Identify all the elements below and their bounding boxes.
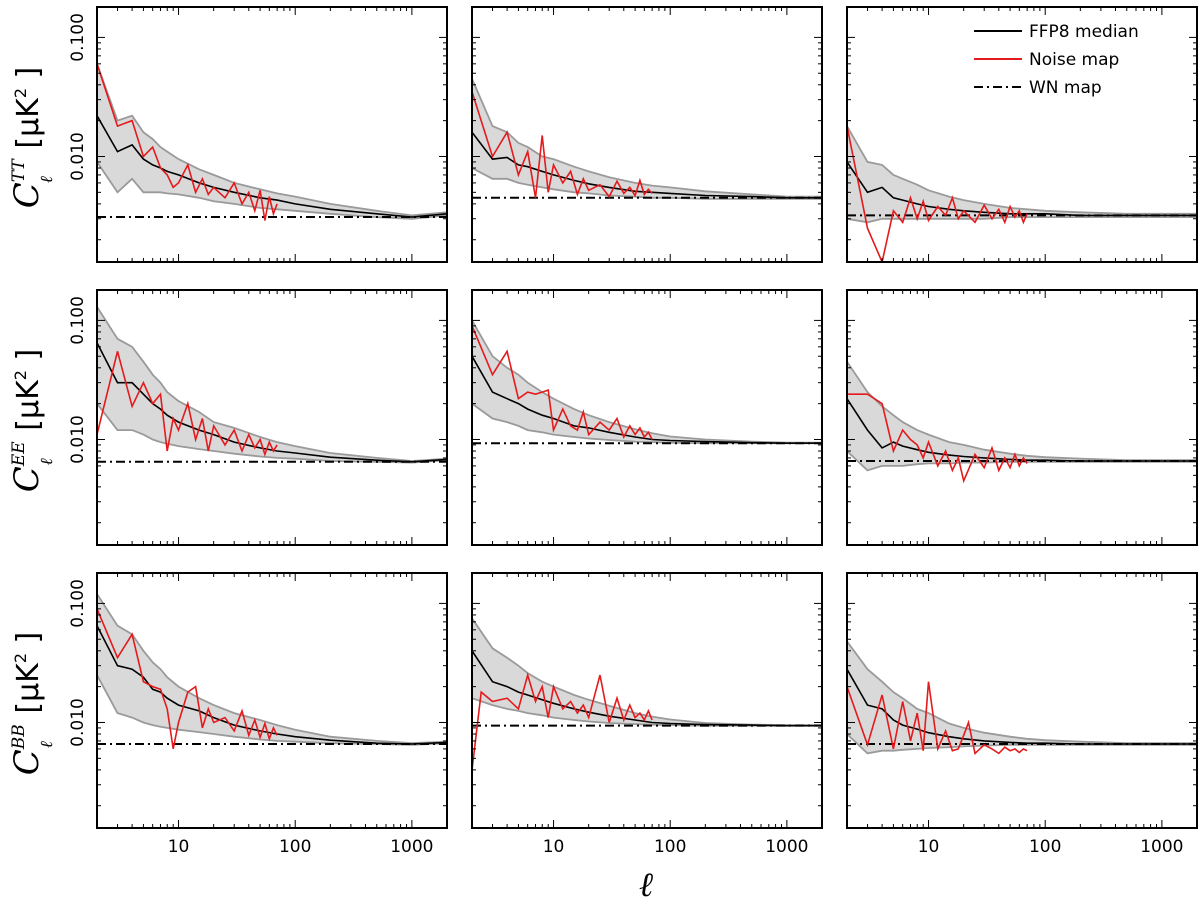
y-tick-label: 0.100	[68, 579, 88, 628]
noise-map-line	[847, 393, 1028, 484]
band-lower-edge	[472, 167, 822, 200]
panel-1-1: 0.010 0.100	[68, 6, 448, 263]
y-tick-label: 0.100	[68, 13, 88, 62]
panel-2-2	[471, 289, 823, 546]
legend-label: Noise map	[1029, 50, 1119, 70]
plot-area	[472, 617, 822, 770]
noise-map-line	[847, 681, 1028, 755]
x-tick-label: 10	[918, 837, 940, 857]
panel-3-1: 10 100 1000 0.010 0.100	[68, 572, 448, 857]
ffp8-median-line	[472, 650, 822, 727]
plot-area	[472, 78, 822, 200]
plot-area	[847, 125, 1197, 262]
band-upper-edge	[472, 78, 822, 198]
y-axis-label-row-2: CEE ℓ [μK2 ]	[7, 349, 57, 492]
band-upper-edge	[97, 306, 447, 462]
y-tick-label: 0.010	[68, 132, 88, 181]
ffp8-median-line	[472, 355, 822, 445]
y-tick-label: 0.100	[68, 296, 88, 345]
panel-3-2: 10 100 1000	[471, 572, 823, 857]
y-axis-label-text: CBB ℓ [μK2 ]	[7, 632, 57, 776]
spread-band	[847, 361, 1197, 471]
plot-area	[472, 319, 822, 445]
panel-2-3	[846, 289, 1198, 546]
ffp8-median-line	[847, 668, 1197, 745]
band-upper-edge	[847, 125, 1197, 215]
legend: FFP8 median Noise map WN map	[974, 22, 1139, 98]
x-tick-label: 100	[1029, 837, 1061, 857]
spread-band	[97, 306, 447, 463]
axes-frame	[471, 6, 823, 263]
panel-1-2	[471, 6, 823, 263]
spread-band	[847, 641, 1197, 754]
axes-frame	[471, 289, 823, 546]
band-upper-edge	[97, 593, 447, 745]
y-tick-label: 0.010	[68, 698, 88, 747]
noise-map-line	[472, 91, 653, 199]
ffp8-median-line	[97, 115, 447, 218]
x-tick-label: 1000	[765, 837, 808, 857]
noise-map-line	[97, 63, 278, 221]
spread-band	[97, 594, 447, 745]
x-axis-label: ℓ	[639, 865, 653, 905]
band-lower-edge	[97, 161, 447, 220]
axes-frame	[471, 572, 823, 829]
band-lower-edge	[847, 216, 1197, 224]
noise-map-line	[472, 672, 653, 770]
plot-area	[97, 593, 447, 750]
y-axis-label-row-1: CTT ℓ [μK2 ]	[7, 67, 57, 209]
y-tick-label: 0.010	[68, 415, 88, 464]
x-tick-label: 1000	[1140, 837, 1183, 857]
ffp8-median-line	[97, 342, 447, 463]
plot-area	[97, 306, 447, 464]
panel-3-3: 10 100 1000	[846, 572, 1198, 857]
band-upper-edge	[97, 63, 447, 217]
spread-band	[472, 78, 822, 199]
legend-label: FFP8 median	[1029, 22, 1139, 42]
axes-frame	[846, 572, 1198, 829]
legend-label: WN map	[1029, 78, 1102, 98]
x-tick-label: 10	[543, 837, 565, 857]
plot-area	[847, 361, 1197, 484]
panel-1-3: FFP8 median Noise map WN map	[846, 6, 1198, 263]
spread-band	[97, 63, 447, 219]
x-tick-label: 100	[654, 837, 686, 857]
band-upper-edge	[472, 617, 822, 726]
axes-frame	[96, 572, 448, 829]
axes-frame	[846, 289, 1198, 546]
spread-band	[847, 126, 1197, 223]
band-upper-edge	[847, 361, 1197, 462]
noise-map-line	[472, 325, 653, 440]
panel-2-1: 0.010 0.100	[68, 289, 448, 546]
row-labels: CTT ℓ [μK2 ] CEE ℓ [μK2 ] CBB ℓ [μK2 ]	[7, 67, 57, 776]
noise-map-line	[97, 608, 278, 750]
plot-area	[847, 640, 1197, 755]
spread-band	[472, 320, 822, 444]
spread-band	[472, 618, 822, 726]
axes-frame	[96, 289, 448, 546]
x-tick-label: 10	[168, 837, 190, 857]
x-tick-label: 100	[279, 837, 311, 857]
axes-frame	[96, 6, 448, 263]
panels: 0.010 0.100 FFP8 median Noise map WN map 0.01…	[68, 6, 1198, 857]
plot-area	[97, 63, 447, 221]
band-upper-edge	[472, 319, 822, 444]
y-axis-label-text: CTT ℓ [μK2 ]	[7, 67, 57, 209]
noise-map-line	[97, 351, 278, 457]
noise-map-line	[847, 125, 1028, 262]
band-upper-edge	[847, 640, 1197, 745]
y-axis-label-text: CEE ℓ [μK2 ]	[7, 349, 57, 492]
ffp8-median-line	[847, 398, 1197, 462]
axes-frame	[846, 6, 1198, 263]
x-tick-label: 1000	[390, 837, 433, 857]
y-axis-label-row-3: CBB ℓ [μK2 ]	[7, 632, 57, 776]
